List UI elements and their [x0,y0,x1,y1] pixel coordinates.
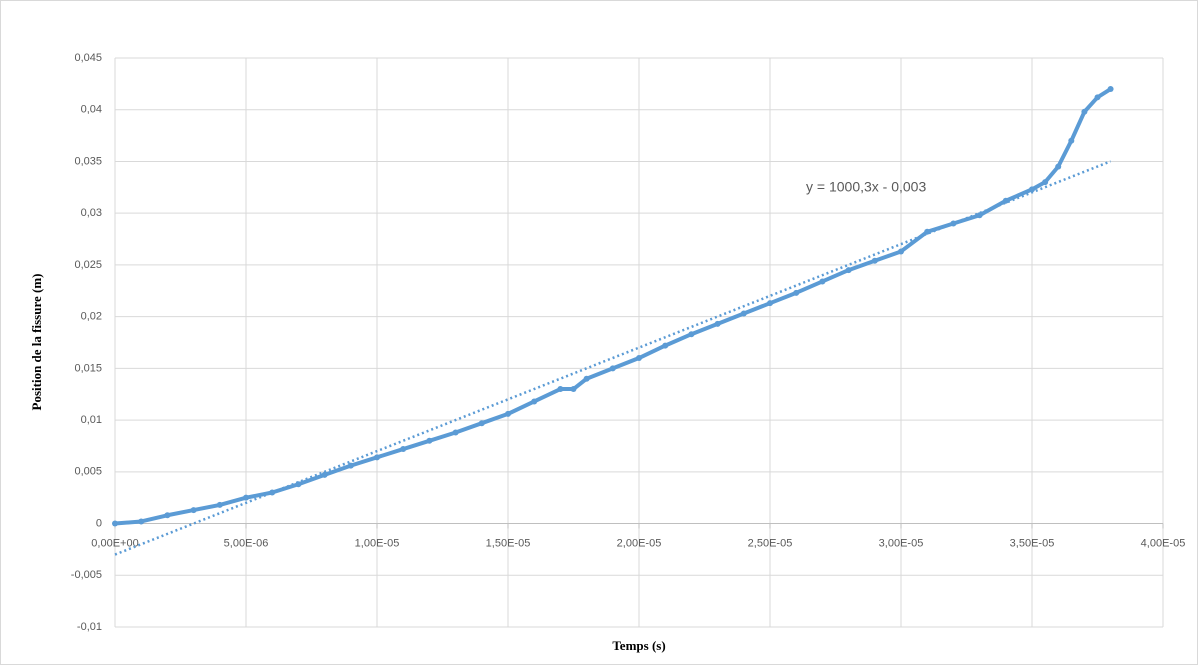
x-tick-label: 5,00E-06 [224,537,269,549]
point [452,429,459,436]
point [1081,108,1088,115]
point [557,386,564,393]
x-tick-label: 4,00E-05 [1141,537,1186,549]
x-tick-label: 2,00E-05 [617,537,662,549]
point [138,518,145,525]
point [1068,137,1075,144]
point [216,501,223,508]
y-tick-label: 0,04 [81,104,102,116]
point [662,342,669,349]
point [426,437,433,444]
point [374,454,380,461]
point [583,375,590,382]
x-tick-label: 0,00E+00 [91,537,138,549]
y-tick-label: 0,02 [81,311,102,323]
x-axis-title: Temps (s) [612,638,665,653]
y-tick-label: -0,005 [71,569,102,581]
point [570,386,577,393]
point [1107,86,1114,93]
y-tick-label: 0,005 [74,466,102,478]
point [898,248,904,255]
y-tick-label: -0,01 [77,621,102,633]
point [871,257,878,264]
point [347,462,354,469]
point [819,278,826,285]
point [845,267,852,274]
point [924,228,931,235]
point [740,310,747,317]
x-tick-label: 3,50E-05 [1010,537,1055,549]
y-tick-label: 0 [96,517,102,529]
point [190,507,197,514]
point [505,410,511,417]
x-tick-label: 1,00E-05 [355,537,400,549]
point [636,355,642,362]
point [793,289,800,296]
point [1042,179,1049,186]
point [688,331,695,338]
y-tick-label: 0,015 [74,362,102,374]
x-tick-label: 2,50E-05 [748,537,793,549]
point [243,494,249,501]
trendline-label: y = 1000,3x - 0,003 [806,179,926,195]
point [400,446,407,453]
point [321,471,328,478]
y-tick-label: 0,035 [74,155,102,167]
y-tick-label: 0,03 [81,207,102,219]
point [714,320,721,327]
point [164,512,171,519]
point [531,398,538,405]
x-tick-label: 3,00E-05 [879,537,924,549]
point [609,365,616,372]
point [767,300,773,307]
point [112,520,118,527]
point [1055,163,1062,170]
y-tick-label: 0,01 [81,414,102,426]
point [478,420,485,427]
trendline [114,160,1112,556]
point [1029,186,1035,193]
x-tick-label: 1,50E-05 [486,537,531,549]
y-tick-label: 0,025 [74,259,102,271]
y-axis-title: Position de la fissure (m) [29,274,44,411]
y-tick-label: 0,045 [74,52,102,64]
point [1094,94,1101,101]
